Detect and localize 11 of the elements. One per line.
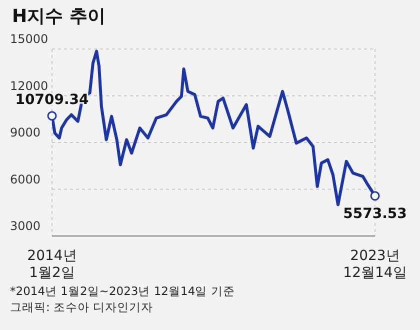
annotation: 5573.53	[343, 206, 407, 222]
y-tick-label: 3000	[10, 219, 41, 233]
x-tick-label: 2023년 12월14일	[343, 248, 407, 281]
y-tick-label: 12000	[10, 78, 48, 93]
y-tick-label: 9000	[10, 126, 41, 140]
y-tick-label: 6000	[10, 172, 41, 186]
text: 그래픽: 조수아 디자인기자	[10, 299, 154, 315]
text: *2014년 1월2일~2023년 12월14일 기준	[10, 283, 235, 299]
y-tick-label: 15000	[10, 32, 48, 46]
x-tick-label: 2014년 1월2일	[27, 248, 77, 281]
chart-title: H지수 추이	[12, 5, 106, 28]
